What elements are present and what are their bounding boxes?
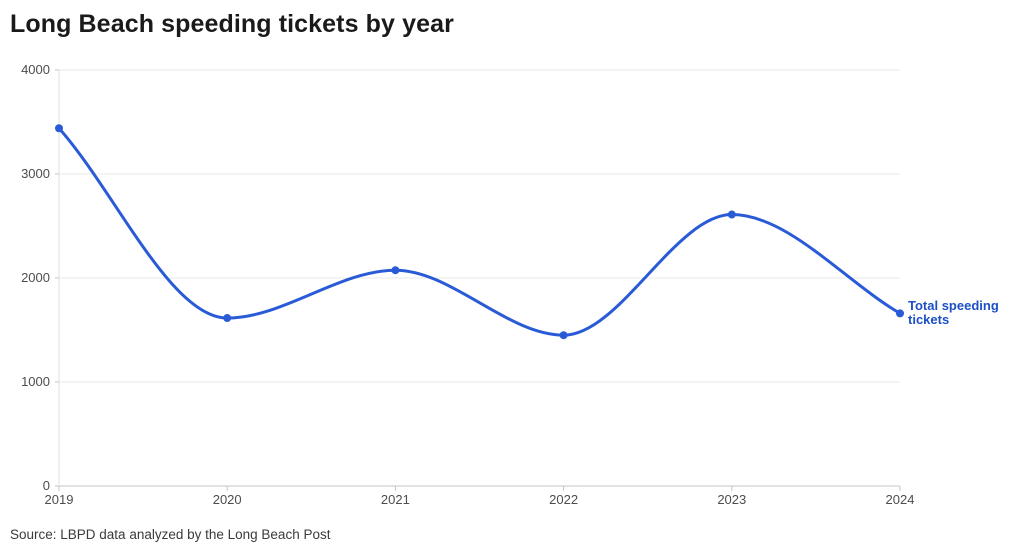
x-tick-label: 2022 — [549, 492, 579, 507]
y-tick-label: 1000 — [21, 374, 50, 389]
data-point — [896, 309, 904, 318]
data-point — [727, 210, 736, 219]
data-line — [57, 126, 902, 337]
x-tick-label: 2023 — [717, 492, 747, 507]
y-tick-label: 2000 — [21, 270, 50, 285]
y-tick-label: 0 — [42, 478, 50, 493]
data-point — [559, 331, 568, 340]
data-point — [223, 314, 232, 323]
x-tick-label: 2020 — [212, 492, 242, 507]
x-tick-label: 2024 — [885, 492, 915, 507]
y-tick-label: 4000 — [21, 62, 50, 77]
x-tick-label: 2019 — [44, 492, 74, 507]
chart-title: Long Beach speeding tickets by year — [10, 10, 454, 38]
y-tick-label: 3000 — [21, 166, 50, 181]
data-point — [55, 124, 63, 133]
source-note: Source: LBPD data analyzed by the Long B… — [10, 527, 331, 542]
series-label: Total speeding tickets — [908, 298, 999, 327]
x-tick-label: 2021 — [380, 492, 410, 507]
data-point — [391, 266, 400, 275]
